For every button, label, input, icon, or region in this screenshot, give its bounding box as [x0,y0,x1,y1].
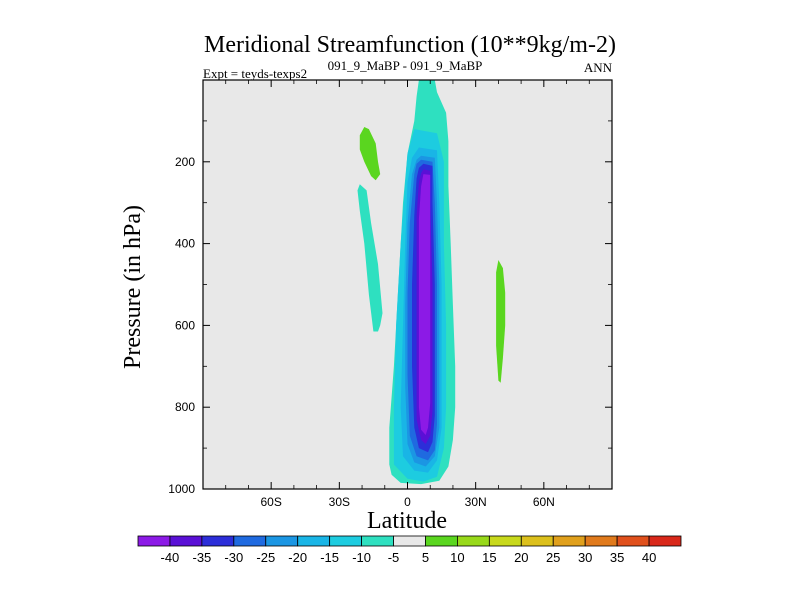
chart-title: Meridional Streamfunction (10**9kg/m-2) [204,32,616,58]
contour-fill-9 [359,127,381,181]
colorbar-box-6 [329,535,362,547]
x-tick-label-4: 60N [533,495,555,509]
colorbar-label-1: -35 [193,550,212,565]
x-tick-label-1: 30S [329,495,350,509]
experiment-label: Expt = teyds-texps2 [203,66,307,81]
contour-layer [357,80,506,485]
colorbar-box-2 [201,535,235,547]
y-axis-label: Pressure (in hPa) [120,205,146,369]
colorbar-label-4: -20 [288,550,307,565]
contour-fill-10 [496,260,506,383]
y-tick-label-0: 200 [175,155,195,169]
y-tick-label-2: 600 [175,318,195,332]
colorbar-label-11: 20 [514,550,528,565]
colorbar-box-3 [233,535,267,547]
colorbar-box-10 [457,535,490,547]
colorbar-label-13: 30 [578,550,592,565]
colorbar-label-8: 5 [422,550,429,565]
colorbar-label-15: 40 [642,550,656,565]
x-axis-label: Latitude [367,508,447,534]
colorbar-label-0: -40 [161,550,180,565]
colorbar-box-1 [169,535,203,547]
colorbar-label-6: -10 [352,550,371,565]
colorbar-label-3: -25 [256,550,275,565]
ticks-layer: 60S 30S 0 30N 60N 200 400 600 800 1000 [168,80,612,509]
y-tick-label-1: 400 [175,237,195,251]
colorbar-box-13 [552,535,586,547]
colorbar-label-7: -5 [388,550,400,565]
colorbar: -40 -35 -30 -25 -20 -15 -10 -5 5 10 15 20 25 30 35 40 [137,535,682,565]
contour-fill-1 [357,184,383,332]
colorbar-box-9 [425,535,458,547]
x-tick-label-0: 60S [260,495,281,509]
period-label: 091_9_MaBP - 091_9_MaBP [328,58,483,73]
colorbar-box-14 [584,535,618,547]
colorbar-label-9: 10 [450,550,464,565]
y-tick-label-3: 800 [175,400,195,414]
x-tick-label-2: 0 [404,495,411,509]
colorbar-box-8 [393,535,426,547]
colorbar-box-4 [265,535,299,547]
x-tick-label-3: 30N [465,495,487,509]
colorbar-label-5: -15 [320,550,339,565]
colorbar-box-11 [488,535,522,547]
colorbar-label-2: -30 [224,550,243,565]
season-label: ANN [584,60,613,75]
colorbar-box-7 [361,535,394,547]
colorbar-label-10: 15 [482,550,496,565]
colorbar-box-5 [297,535,331,547]
contour-fill-8 [418,174,431,435]
colorbar-box-12 [520,535,554,547]
colorbar-label-14: 35 [610,550,624,565]
colorbar-box-0 [137,535,171,547]
colorbar-box-16 [648,535,682,547]
colorbar-label-12: 25 [546,550,560,565]
y-tick-label-4: 1000 [168,482,195,496]
colorbar-box-15 [616,535,650,547]
